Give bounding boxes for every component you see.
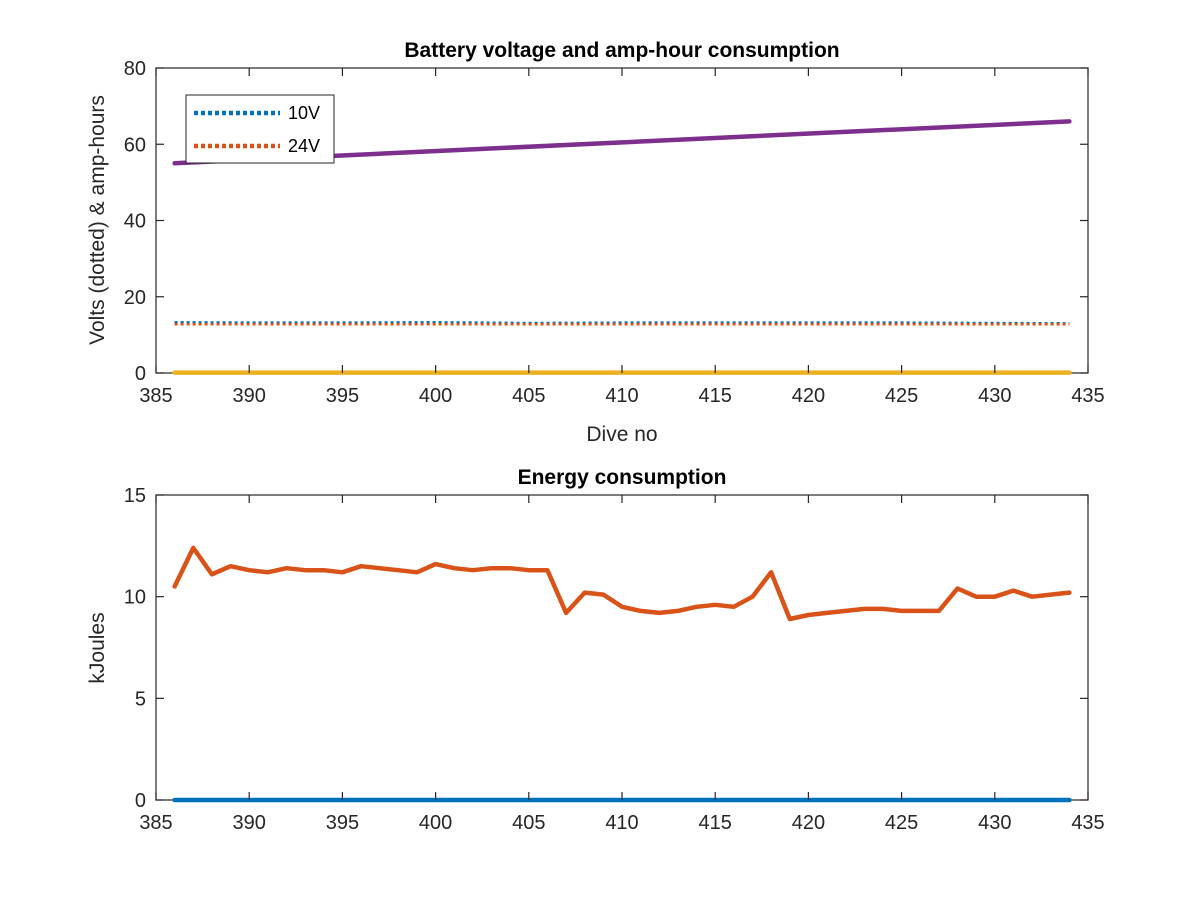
bottom-axes: 385 390 395 400 405 410 415 420 425 430 435051015 …: [86, 466, 1105, 834]
bottom-x-tick-label: 405: [512, 812, 545, 834]
top-y-tick-label: 0: [135, 363, 146, 385]
bottom-x-tick-label: 425: [885, 812, 918, 834]
bottom-x-tick-label: 435: [1071, 812, 1104, 834]
top-y-tick-label: 40: [124, 211, 146, 233]
legend-label-24v: 24V: [288, 136, 320, 156]
bottom-y-axis-label: kJoules: [86, 612, 109, 683]
top-x-axis-label: Dive no: [586, 423, 657, 446]
bottom-y-tick-label: 10: [124, 587, 146, 609]
bottom-x-tick-label: 420: [792, 812, 825, 834]
top-x-tick-label: 410: [605, 385, 638, 407]
bottom-y-tick-label: 15: [124, 485, 146, 507]
top-legend: 10V 24V: [185, 94, 335, 164]
bottom-x-tick-label: 415: [699, 812, 732, 834]
bottom-axes-box: [155, 494, 1089, 801]
bottom-x-tick-label: 385: [139, 812, 172, 834]
bottom-x-tick-label: 400: [419, 812, 452, 834]
top-y-axis-label: Volts (dotted) & amp-hours: [86, 95, 109, 345]
top-x-tick-label: 405: [512, 385, 545, 407]
top-x-tick-label: 420: [792, 385, 825, 407]
bottom-y-tick-label: 5: [135, 688, 146, 710]
bottom-x-tick-label: 410: [605, 812, 638, 834]
top-x-tick-label: 400: [419, 385, 452, 407]
bottom-y-tick-label: 0: [135, 790, 146, 812]
top-x-tick-label: 425: [885, 385, 918, 407]
top-tick-layer: 385 390 395 400 405 410 415 420 425 430 435 0 20 40 60…: [124, 58, 1105, 407]
bottom-series-line-0: [172, 545, 1072, 622]
top-x-tick-label: 390: [233, 385, 266, 407]
top-x-tick-label: 415: [699, 385, 732, 407]
legend-box: [185, 94, 335, 164]
bottom-x-tick-label: 390: [233, 812, 266, 834]
legend-label-10v: 10V: [288, 103, 320, 123]
bottom-chart-title: Energy consumption: [518, 466, 727, 489]
top-y-tick-label: 60: [124, 134, 146, 156]
top-y-tick-label: 80: [124, 58, 146, 80]
top-axes: 385 390 395 400 405 410 415 420 425 430 435 0 20 40 60…: [86, 39, 1105, 446]
bottom-x-tick-label: 430: [978, 812, 1011, 834]
top-series-line-0: [174, 320, 1070, 325]
top-y-tick-label: 20: [124, 287, 146, 309]
top-x-tick-label: 395: [326, 385, 359, 407]
top-chart-title: Battery voltage and amp-hour consumption: [404, 39, 839, 62]
bottom-tick-layer: 385 390 395 400 405 410 415 420 425 430 435 0 5 10 15: [124, 485, 1105, 834]
bottom-x-tick-label: 395: [326, 812, 359, 834]
top-x-tick-label: 385: [139, 385, 172, 407]
top-x-tick-label: 430: [978, 385, 1011, 407]
top-x-tick-label: 435: [1071, 385, 1104, 407]
